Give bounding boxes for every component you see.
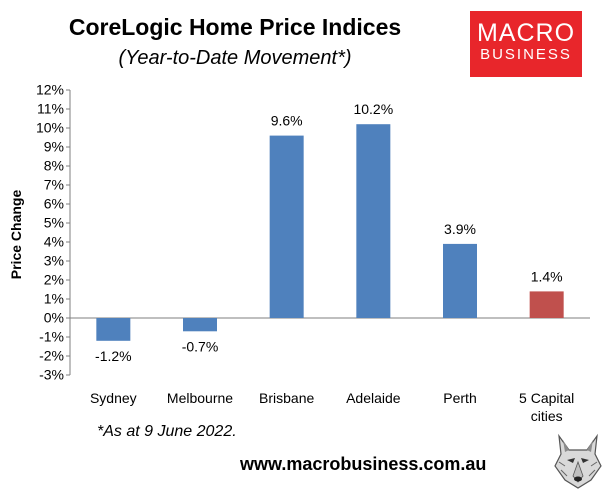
footnote: *As at 9 June 2022. (97, 423, 237, 440)
y-tick-label: 9% (44, 139, 64, 155)
bar (529, 291, 564, 318)
y-tick-label: 11% (37, 101, 64, 117)
y-tick-label: -1% (39, 329, 64, 345)
y-tick-label: 0% (44, 310, 64, 326)
x-tick-label: Melbourne (167, 390, 233, 406)
x-tick-label: Perth (443, 390, 476, 406)
data-label: 3.9% (444, 221, 476, 237)
y-tick-label: 7% (44, 177, 64, 193)
y-axis-title: Price Change (8, 190, 24, 280)
bar (356, 124, 391, 318)
y-tick-label: 10% (36, 120, 64, 136)
data-label: 1.4% (531, 268, 563, 284)
bar (269, 135, 304, 318)
wolf-mascot-icon (554, 433, 602, 489)
chart-title: CoreLogic Home Price Indices (68, 14, 402, 40)
macrobusiness-logo: MACRO BUSINESS (470, 11, 582, 77)
y-tick-label: -2% (39, 348, 64, 364)
website-url[interactable]: www.macrobusiness.com.au (240, 454, 487, 474)
bar (183, 318, 217, 332)
y-tick-label: 4% (44, 234, 64, 250)
bar (443, 243, 477, 318)
y-tick-label: -3% (39, 367, 64, 383)
y-tick-label: 2% (44, 272, 64, 288)
bar (96, 318, 131, 341)
x-tick-label: Sydney (90, 390, 137, 406)
data-label: 9.6% (271, 113, 303, 129)
data-label: -1.2% (95, 348, 132, 364)
y-tick-label: 8% (44, 158, 64, 174)
data-label: -0.7% (182, 338, 219, 354)
y-tick-label: 1% (44, 291, 64, 307)
x-tick-label: Brisbane (259, 390, 314, 406)
y-tick-label: 12% (36, 82, 64, 98)
x-tick-label: 5 Capital (519, 390, 574, 406)
logo-line-1: MACRO (476, 19, 576, 47)
y-tick-label: 6% (44, 196, 64, 212)
x-tick-label: cities (531, 408, 563, 424)
y-tick-label: 5% (44, 215, 64, 231)
x-tick-label: Adelaide (346, 390, 401, 406)
y-tick-label: 3% (44, 253, 64, 269)
data-label: 10.2% (353, 101, 393, 117)
logo-line-2: BUSINESS (480, 46, 572, 63)
chart-subtitle: (Year-to-Date Movement*) (118, 47, 352, 69)
